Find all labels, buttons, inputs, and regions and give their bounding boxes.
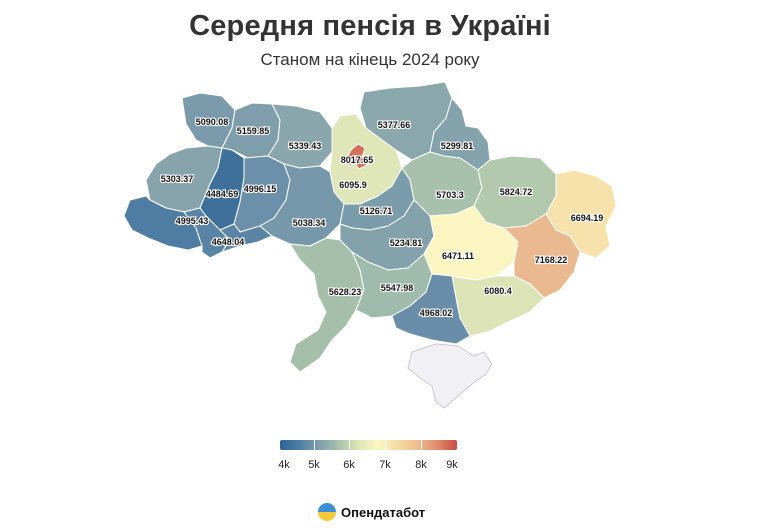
label-khmelnytskyi: 4996.15 — [244, 184, 277, 194]
label-rivne: 5159.85 — [237, 126, 270, 136]
region-crimea[interactable] — [407, 343, 493, 409]
region-value-labels: 5090.08 5159.85 5339.43 8017.65 6095.9 5… — [160, 116, 605, 319]
opendatabot-logo-icon — [318, 503, 336, 521]
label-kyiv-oblast: 6095.9 — [339, 180, 367, 190]
label-donetsk: 7168.22 — [535, 255, 568, 265]
legend-tick-label: 9k — [446, 459, 458, 471]
legend-tick-mark — [314, 440, 315, 450]
map-subtitle: Станом на кінець 2024 року — [260, 50, 480, 69]
label-ivano-frankivsk: 4648.04 — [212, 237, 245, 247]
legend-tick-label: 6k — [343, 459, 355, 471]
label-zaporizhzhia: 6080.4 — [484, 286, 512, 296]
brand-name: Опендатабот — [341, 504, 426, 520]
legend-tick-label: 5k — [308, 459, 320, 471]
brand-footer[interactable]: Опендатабот — [318, 502, 425, 522]
label-luhansk: 6694.19 — [571, 213, 604, 223]
legend-tick-mark — [385, 440, 386, 450]
legend-tick-label: 4k — [278, 459, 290, 471]
label-dnipropetrovsk: 6471.11 — [442, 251, 474, 261]
legend-tick-mark — [421, 440, 422, 450]
legend-tick-label: 7k — [379, 459, 391, 471]
label-lviv: 5303.37 — [161, 174, 194, 184]
label-kharkiv: 5824.72 — [500, 187, 533, 197]
label-odesa: 5628.23 — [329, 287, 362, 297]
region-kyiv-city[interactable] — [346, 143, 368, 170]
region-kherson[interactable] — [391, 273, 471, 345]
label-kherson: 4968.02 — [420, 308, 453, 318]
label-ternopil: 4484.69 — [206, 189, 239, 199]
label-cherkasy: 5126.71 — [360, 206, 393, 216]
region-odesa[interactable] — [289, 237, 365, 373]
label-chernihiv: 5377.66 — [378, 120, 411, 130]
label-kirovohrad: 5234.81 — [390, 238, 423, 248]
legend-tick-mark — [349, 440, 350, 450]
region-chernivtsi[interactable] — [219, 223, 273, 253]
label-vinnytsia: 5038.34 — [293, 218, 326, 228]
label-poltava: 5703.3 — [436, 190, 464, 200]
label-volyn: 5090.08 — [196, 117, 229, 127]
legend-tick-label: 8k — [415, 459, 427, 471]
label-mykolaiv: 5547.98 — [381, 283, 414, 293]
label-sumy: 5299.81 — [441, 141, 474, 151]
label-zakarpattia: 4995.43 — [176, 216, 209, 226]
region-zaporizhzhia[interactable] — [451, 275, 545, 337]
map-title: Середня пенсія в Україні — [189, 10, 551, 42]
label-zhytomyr: 5339.43 — [289, 141, 322, 151]
region-donetsk[interactable] — [503, 213, 581, 299]
label-kyiv-city: 8017.65 — [341, 155, 374, 165]
color-scale-legend — [280, 440, 457, 450]
